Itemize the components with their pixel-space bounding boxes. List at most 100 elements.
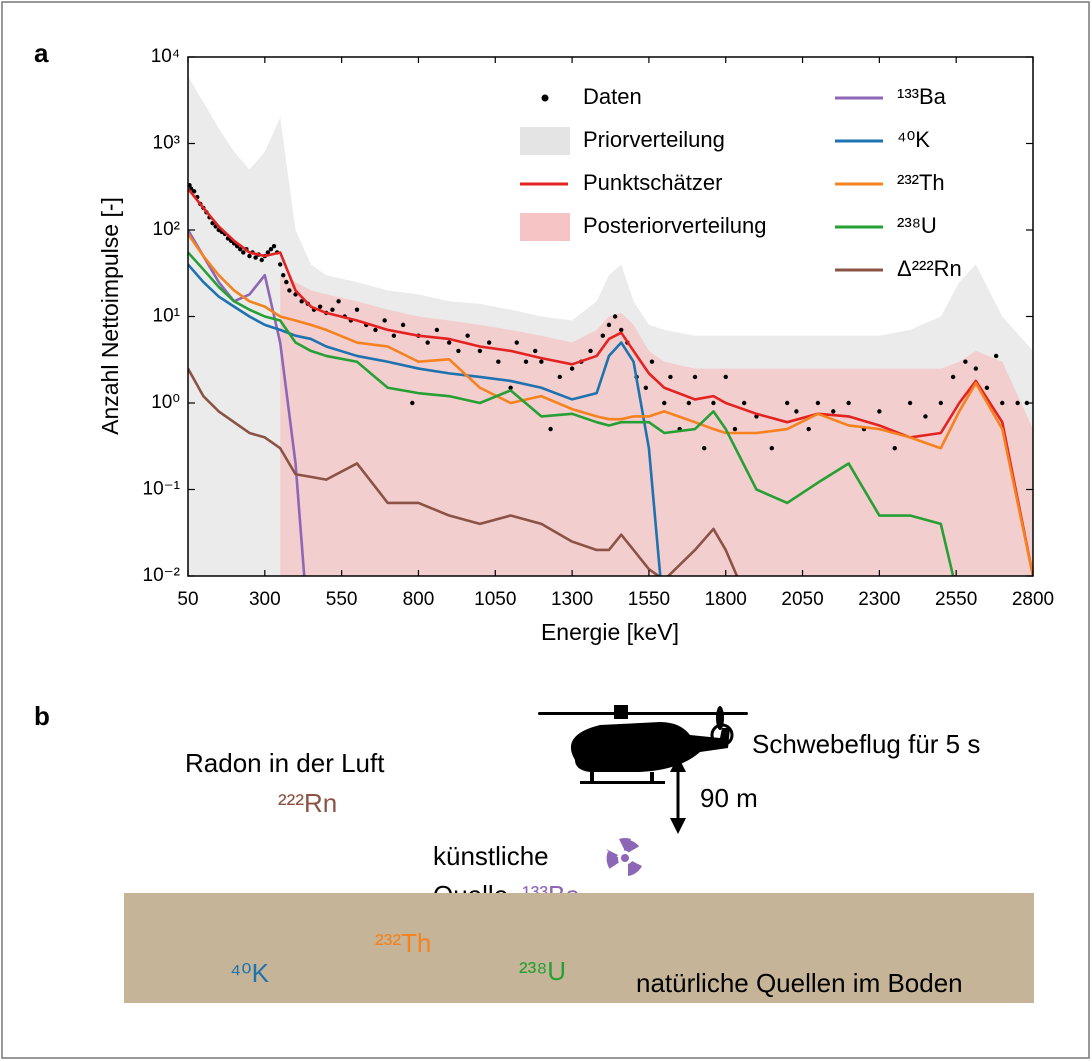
x-tick-label: 2800 — [1012, 589, 1054, 610]
data-point — [668, 374, 673, 380]
data-point — [619, 327, 624, 333]
x-tick-label: 800 — [403, 589, 435, 610]
x-tick-label: 550 — [326, 589, 358, 610]
legend-label: ⁴⁰K — [897, 127, 930, 152]
series-line — [188, 233, 1033, 576]
data-point — [950, 374, 956, 380]
data-point — [277, 262, 283, 267]
data-point — [846, 400, 851, 406]
x-tick-label: 50 — [177, 589, 198, 610]
data-point — [496, 359, 501, 364]
data-point — [732, 426, 738, 432]
y-tick-label: 10³ — [153, 133, 180, 154]
data-point — [523, 359, 529, 364]
data-point — [533, 348, 538, 354]
data-point — [391, 333, 397, 338]
data-point — [247, 253, 252, 259]
data-point — [548, 426, 553, 432]
x-tick-label: 300 — [249, 589, 281, 610]
data-point — [784, 400, 790, 406]
data-point — [514, 340, 519, 345]
y-tick-label: 10⁴ — [151, 46, 180, 67]
data-point — [456, 348, 461, 354]
legend-label: Punktschätzer — [583, 170, 722, 195]
y-tick-label: 10² — [153, 219, 180, 240]
ground-label: natürliche Quellen im Boden — [636, 968, 963, 998]
x-axis-label: Energie [keV] — [541, 619, 679, 645]
data-point — [465, 333, 470, 338]
series-line — [188, 229, 306, 576]
uranium-label: ²³⁸U — [519, 956, 566, 986]
ground — [124, 893, 1034, 1003]
plot-area — [188, 76, 1033, 576]
data-point — [241, 250, 246, 255]
y-tick-label: 10⁻¹ — [143, 479, 181, 500]
y-tick-label: 10⁰ — [151, 392, 180, 413]
y-tick-label: 10⁻² — [143, 565, 181, 586]
data-point — [723, 374, 728, 380]
legend-marker — [520, 213, 570, 241]
x-tick-label: 2300 — [858, 589, 900, 610]
data-point — [984, 385, 990, 390]
data-point — [963, 359, 968, 364]
data-point — [794, 409, 799, 414]
source-label: künstliche — [433, 841, 549, 871]
radon-label: ²²²Rn — [278, 788, 337, 818]
data-point — [923, 414, 928, 419]
data-point — [877, 409, 882, 414]
data-point — [892, 446, 897, 451]
y-tick-label: 10¹ — [153, 306, 180, 327]
data-point — [973, 366, 979, 371]
data-point — [373, 327, 378, 333]
data-point — [477, 348, 483, 354]
data-point — [938, 400, 944, 406]
data-point — [287, 288, 292, 293]
legend-marker — [520, 127, 570, 155]
data-point — [330, 307, 335, 312]
data-point — [354, 307, 360, 312]
data-point — [711, 400, 716, 406]
distribution-band — [280, 275, 1033, 576]
x-tick-label: 1300 — [551, 589, 593, 610]
height-label: 90 m — [700, 783, 758, 813]
data-point — [410, 400, 415, 406]
data-point — [769, 446, 775, 451]
data-point — [1000, 400, 1005, 406]
data-point — [446, 340, 452, 345]
data-point — [806, 426, 811, 432]
legend-label: ¹³³Ba — [897, 84, 947, 109]
panel-label: a — [34, 38, 49, 68]
data-point — [600, 333, 606, 338]
air-label: Radon in der Luft — [185, 748, 385, 778]
data-point — [271, 243, 277, 249]
data-point — [284, 279, 289, 285]
panel-label: b — [34, 701, 50, 731]
data-point — [588, 348, 593, 354]
data-point — [400, 322, 406, 328]
data-point — [238, 246, 243, 252]
series-line — [188, 367, 739, 576]
data-point — [486, 340, 492, 345]
legend-label: ²³²Th — [897, 170, 945, 195]
data-point — [299, 299, 304, 304]
data-point — [993, 353, 999, 359]
data-point — [831, 409, 836, 414]
legend-label: Posteriorverteilung — [583, 213, 766, 238]
data-point — [382, 318, 387, 323]
series-line — [188, 251, 955, 576]
potassium-label: ⁴⁰K — [230, 958, 270, 988]
data-point — [188, 182, 192, 188]
data-point — [191, 189, 197, 194]
x-tick-label: 1050 — [474, 589, 516, 610]
data-point — [649, 359, 655, 364]
x-tick-label: 1550 — [628, 589, 670, 610]
data-point — [259, 257, 264, 263]
data-point — [662, 400, 667, 406]
legend-label: Priorverteilung — [583, 127, 725, 152]
height-arrow — [670, 756, 686, 834]
data-point — [606, 322, 612, 328]
x-tick-label: 2550 — [935, 589, 977, 610]
data-point — [281, 273, 286, 278]
data-point — [686, 400, 692, 406]
